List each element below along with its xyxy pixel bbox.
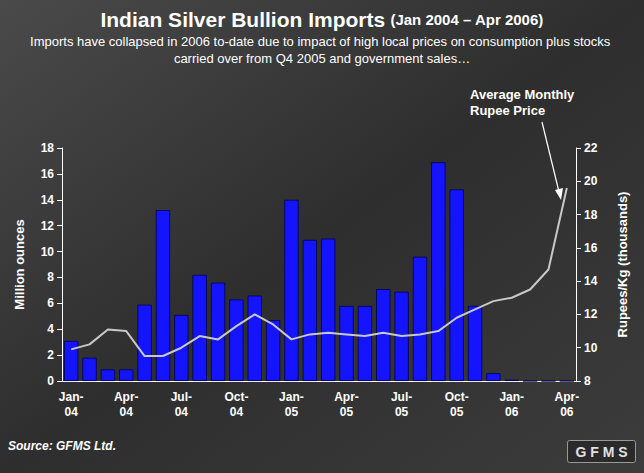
- svg-text:2: 2: [47, 348, 54, 362]
- svg-text:Apr-: Apr-: [554, 390, 579, 404]
- svg-text:04: 04: [120, 405, 134, 419]
- svg-text:14: 14: [584, 274, 598, 288]
- svg-text:05: 05: [340, 405, 354, 419]
- svg-text:10: 10: [584, 341, 598, 355]
- svg-text:6: 6: [47, 296, 54, 310]
- svg-text:10: 10: [41, 245, 55, 259]
- svg-text:18: 18: [584, 208, 598, 222]
- svg-text:20: 20: [584, 174, 598, 188]
- svg-text:14: 14: [41, 193, 55, 207]
- svg-text:Million ounces: Million ounces: [12, 219, 27, 309]
- svg-text:Oct-: Oct-: [445, 390, 469, 404]
- svg-text:06: 06: [505, 405, 519, 419]
- svg-text:(Jan 2004 – Apr 2006): (Jan 2004 – Apr 2006): [390, 11, 543, 28]
- svg-text:Jan-: Jan-: [59, 390, 84, 404]
- svg-text:Indian Silver Bullion Imports: Indian Silver Bullion Imports: [100, 8, 385, 31]
- svg-text:Jan-: Jan-: [279, 390, 304, 404]
- svg-text:Average Monthly: Average Monthly: [470, 87, 578, 102]
- svg-text:carried over from Q4 2005 and: carried over from Q4 2005 and government…: [174, 51, 470, 66]
- svg-text:04: 04: [64, 405, 78, 419]
- svg-text:16: 16: [584, 241, 598, 255]
- svg-text:Jul-: Jul-: [391, 390, 412, 404]
- svg-text:8: 8: [47, 270, 54, 284]
- svg-text:4: 4: [47, 322, 54, 336]
- svg-text:12: 12: [584, 307, 598, 321]
- svg-text:G F M S: G F M S: [575, 444, 627, 460]
- svg-text:16: 16: [41, 167, 55, 181]
- svg-text:Apr-: Apr-: [114, 390, 139, 404]
- svg-text:Jul-: Jul-: [171, 390, 192, 404]
- svg-text:05: 05: [395, 405, 409, 419]
- svg-text:Rupee Price: Rupee Price: [470, 103, 545, 118]
- svg-text:12: 12: [41, 219, 55, 233]
- svg-text:8: 8: [584, 374, 591, 388]
- svg-text:0: 0: [47, 374, 54, 388]
- svg-text:04: 04: [175, 405, 189, 419]
- svg-text:22: 22: [584, 141, 598, 155]
- svg-text:Imports have collapsed in 2006: Imports have collapsed in 2006 to-date d…: [30, 34, 614, 49]
- svg-text:Source: GFMS Ltd.: Source: GFMS Ltd.: [8, 439, 116, 453]
- svg-text:05: 05: [450, 405, 464, 419]
- svg-text:Apr-: Apr-: [334, 390, 359, 404]
- svg-text:Jan-: Jan-: [499, 390, 524, 404]
- svg-text:06: 06: [560, 405, 574, 419]
- svg-text:18: 18: [41, 141, 55, 155]
- svg-text:Oct-: Oct-: [224, 390, 248, 404]
- svg-text:04: 04: [230, 405, 244, 419]
- svg-text:Rupees/Kg (thousands): Rupees/Kg (thousands): [615, 192, 630, 338]
- svg-text:05: 05: [285, 405, 299, 419]
